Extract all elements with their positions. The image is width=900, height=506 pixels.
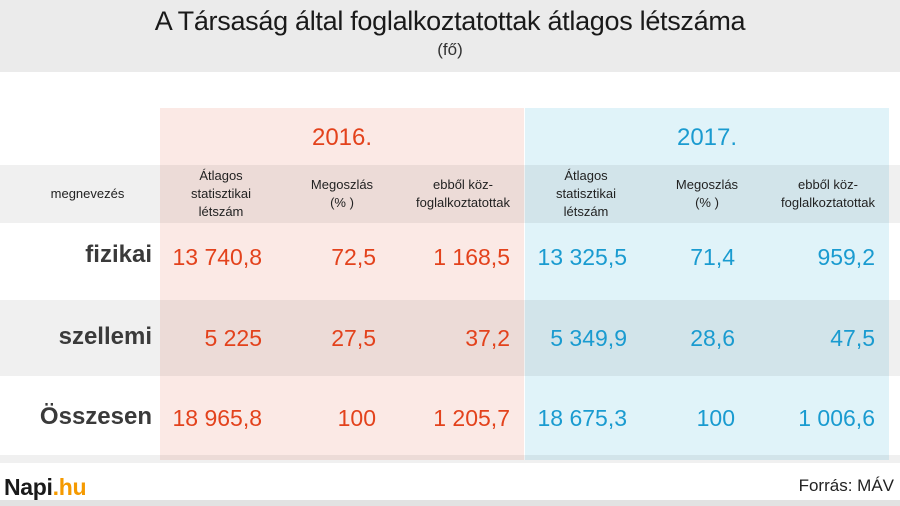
panel-2017 <box>525 108 889 460</box>
cell-osszesen-2017-avg: 18 675,3 <box>537 405 627 431</box>
napi-hu-logo: Napi.hu <box>4 474 87 501</box>
cell-szellemi-2016-share: 27,5 <box>331 325 376 351</box>
title-bar: A Társaság által foglalkoztatottak átlag… <box>0 0 900 72</box>
logo-name: Napi <box>4 474 53 500</box>
col-header-2016-share: Megoszlás (% ) <box>310 177 374 210</box>
row-band-szellemi <box>0 300 900 376</box>
cell-fizikai-2017-avg: 13 325,5 <box>537 244 627 270</box>
page-subtitle: (fő) <box>437 40 463 59</box>
cell-szellemi-2017-share: 28,6 <box>690 325 735 351</box>
cell-osszesen-2016-public-work: 1 205,7 <box>433 405 510 431</box>
row-label-szellemi: szellemi <box>58 323 152 350</box>
year-2016-label: 2016. <box>311 124 373 151</box>
cell-szellemi-2016-avg: 5 225 <box>204 325 262 351</box>
col-header-2016-public-work: ebből köz- foglalkoztatottak <box>416 177 510 210</box>
source-note: Forrás: MÁV <box>798 476 894 495</box>
cell-osszesen-2017-share: 100 <box>696 405 735 431</box>
header-band <box>0 165 900 223</box>
row-band-bottom <box>0 455 900 463</box>
row-label-fizikai: fizikai <box>85 241 152 268</box>
cell-osszesen-2016-share: 100 <box>337 405 376 431</box>
row-label-osszesen: Összesen <box>39 403 152 430</box>
panel-2016 <box>160 108 524 460</box>
cell-osszesen-2017-public-work: 1 006,6 <box>798 405 875 431</box>
col-header-2017-share: Megoszlás (% ) <box>675 177 739 210</box>
cell-fizikai-2017-public-work: 959,2 <box>817 244 875 270</box>
year-2017-label: 2017. <box>676 124 738 151</box>
cell-fizikai-2016-public-work: 1 168,5 <box>433 244 510 270</box>
col-header-2016-avg: Átlagos statisztikai létszám <box>191 168 251 219</box>
col-header-2017-public-work: ebből köz- foglalkoztatottak <box>781 177 875 210</box>
logo-dot: . <box>52 474 59 500</box>
logo-tld: hu <box>58 474 87 500</box>
col-header-2017-avg: Átlagos statisztikai létszám <box>556 168 616 219</box>
page-title: A Társaság által foglalkoztatottak átlag… <box>154 6 746 36</box>
cell-fizikai-2016-avg: 13 740,8 <box>172 244 262 270</box>
cell-szellemi-2017-avg: 5 349,9 <box>550 325 627 351</box>
cell-fizikai-2017-share: 71,4 <box>690 244 735 270</box>
footer-divider <box>0 500 900 506</box>
cell-fizikai-2016-share: 72,5 <box>331 244 376 270</box>
col-header-name: megnevezés <box>50 186 125 201</box>
cell-osszesen-2016-avg: 18 965,8 <box>172 405 262 431</box>
cell-szellemi-2016-public-work: 37,2 <box>465 325 510 351</box>
cell-szellemi-2017-public-work: 47,5 <box>830 325 875 351</box>
